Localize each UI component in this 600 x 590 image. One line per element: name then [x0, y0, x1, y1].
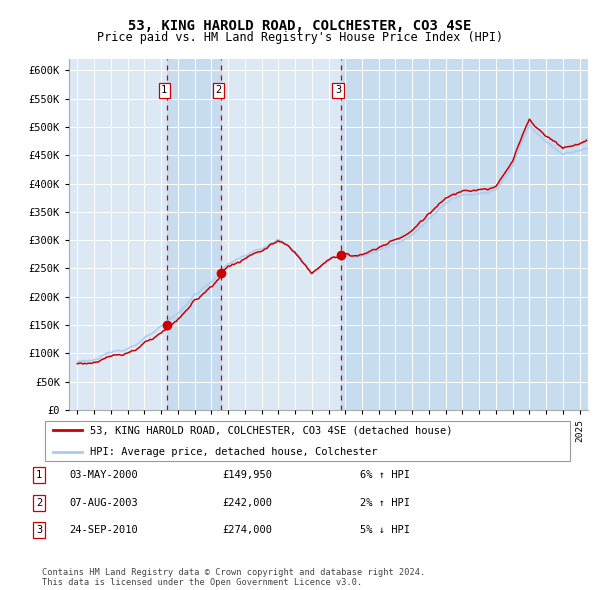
- Bar: [341, 59, 600, 410]
- Text: Contains HM Land Registry data © Crown copyright and database right 2024.
This d: Contains HM Land Registry data © Crown c…: [42, 568, 425, 587]
- Text: 1: 1: [161, 85, 167, 95]
- Text: 03-MAY-2000: 03-MAY-2000: [69, 470, 138, 480]
- Text: 3: 3: [36, 526, 42, 535]
- Text: 2: 2: [36, 498, 42, 507]
- Text: £149,950: £149,950: [222, 470, 272, 480]
- Text: 6% ↑ HPI: 6% ↑ HPI: [360, 470, 410, 480]
- Text: 24-SEP-2010: 24-SEP-2010: [69, 526, 138, 535]
- Text: £274,000: £274,000: [222, 526, 272, 535]
- Text: £242,000: £242,000: [222, 498, 272, 507]
- Text: 2: 2: [215, 85, 222, 95]
- Text: 3: 3: [335, 85, 341, 95]
- Bar: [167, 59, 221, 410]
- Text: 53, KING HAROLD ROAD, COLCHESTER, CO3 4SE (detached house): 53, KING HAROLD ROAD, COLCHESTER, CO3 4S…: [90, 425, 452, 435]
- Text: 1: 1: [36, 470, 42, 480]
- Text: HPI: Average price, detached house, Colchester: HPI: Average price, detached house, Colc…: [90, 447, 377, 457]
- Text: 5% ↓ HPI: 5% ↓ HPI: [360, 526, 410, 535]
- Text: 53, KING HAROLD ROAD, COLCHESTER, CO3 4SE: 53, KING HAROLD ROAD, COLCHESTER, CO3 4S…: [128, 19, 472, 33]
- FancyBboxPatch shape: [44, 421, 571, 461]
- Text: 07-AUG-2003: 07-AUG-2003: [69, 498, 138, 507]
- Text: 2% ↑ HPI: 2% ↑ HPI: [360, 498, 410, 507]
- Text: Price paid vs. HM Land Registry's House Price Index (HPI): Price paid vs. HM Land Registry's House …: [97, 31, 503, 44]
